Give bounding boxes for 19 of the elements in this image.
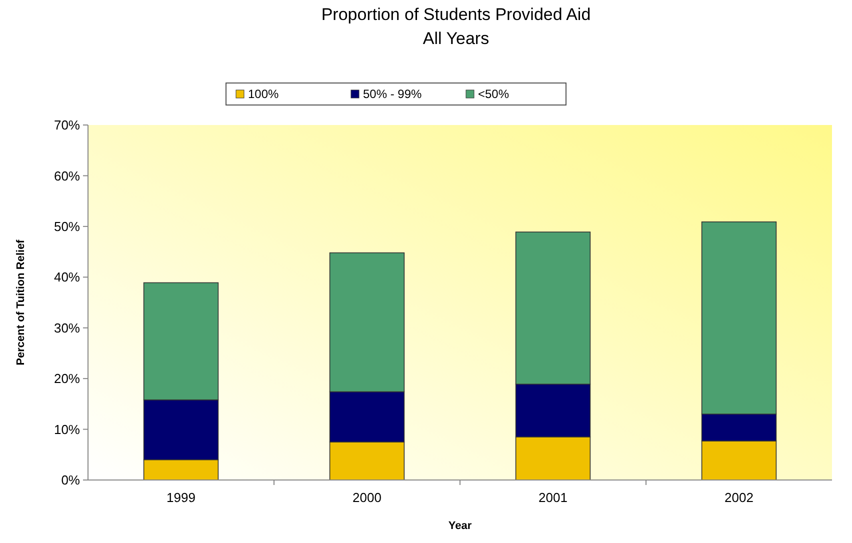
legend-label: 100% <box>248 87 280 101</box>
y-tick-label: 60% <box>54 168 80 184</box>
y-tick-label: 20% <box>54 371 80 386</box>
y-tick-label: 10% <box>54 422 80 437</box>
y-tick-label: 50% <box>54 218 80 234</box>
y-tick-label: 30% <box>54 320 80 336</box>
chart-title: Proportion of Students Provided Aid <box>321 5 591 24</box>
y-axis-title: Percent of Tuition Relief <box>15 239 27 366</box>
legend-label: <50% <box>478 87 510 101</box>
x-tick-label: 2002 <box>724 490 754 505</box>
y-tick-label: 0% <box>61 472 80 488</box>
y-tick-label: 70% <box>54 118 80 133</box>
x-axis-title: Year <box>448 520 472 532</box>
x-tick-label: 1999 <box>166 490 196 505</box>
y-tick-label: 40% <box>54 270 80 285</box>
legend-label: 50% - 99% <box>363 87 422 101</box>
chart-subtitle: All Years <box>422 29 490 48</box>
x-tick-label: 2000 <box>352 490 382 505</box>
x-tick-label: 2001 <box>538 490 568 505</box>
